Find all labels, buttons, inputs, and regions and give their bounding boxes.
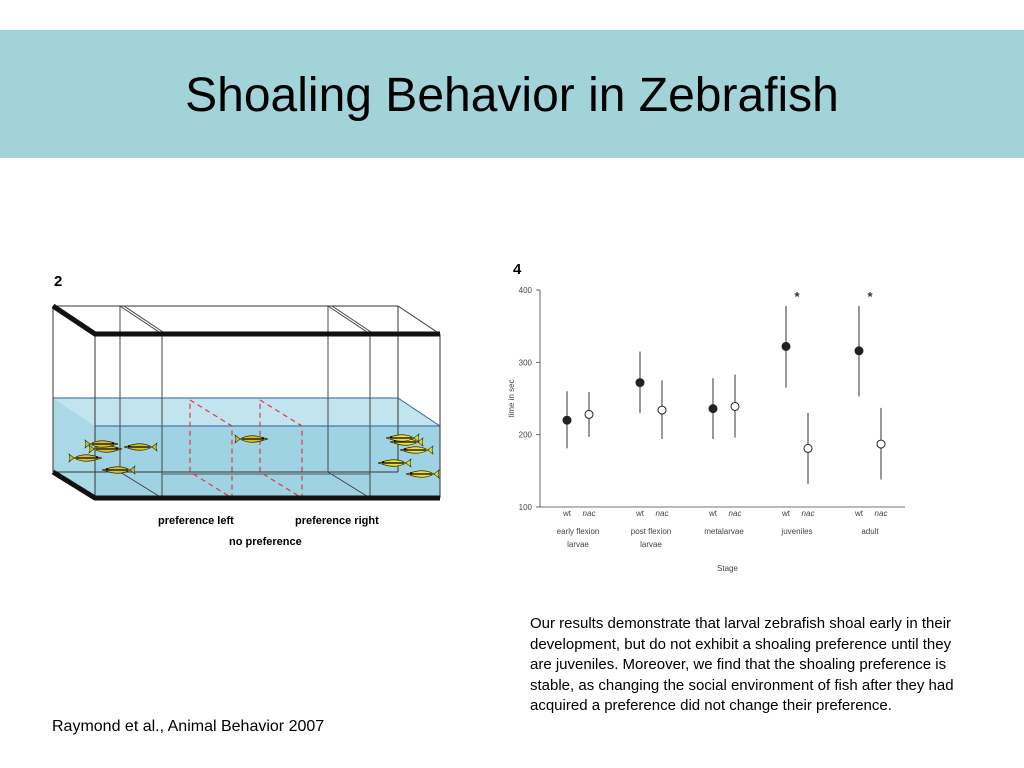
data-point-nac bbox=[803, 443, 813, 453]
stage-label: larvae bbox=[567, 540, 589, 549]
citation: Raymond et al., Animal Behavior 2007 bbox=[52, 718, 325, 735]
genotype-label: wt bbox=[781, 509, 791, 518]
panel-number-4: 4 bbox=[513, 261, 522, 278]
panel-number-2: 2 bbox=[54, 273, 63, 290]
data-point-nac bbox=[657, 405, 667, 415]
stage-label: larvae bbox=[640, 540, 662, 549]
stage-label: juveniles bbox=[780, 527, 812, 536]
top-rim bbox=[51, 303, 440, 337]
significance-marker: * bbox=[867, 289, 873, 304]
data-point-wt bbox=[854, 346, 864, 356]
genotype-label: wt bbox=[854, 509, 864, 518]
slide-title: Shoaling Behavior in Zebrafish bbox=[185, 69, 839, 122]
wildtype-fish bbox=[101, 465, 136, 475]
genotype-label: wt bbox=[708, 509, 718, 518]
nacre-fish bbox=[377, 458, 412, 468]
genotype-label: wt bbox=[635, 509, 645, 518]
fish-right-group bbox=[377, 433, 440, 479]
tank-diagram bbox=[51, 303, 441, 501]
nacre-fish bbox=[385, 433, 420, 443]
y-tick-label: 100 bbox=[519, 503, 533, 512]
fish-center bbox=[234, 434, 269, 444]
data-point-nac bbox=[584, 409, 594, 419]
genotype-label: nac bbox=[802, 509, 815, 518]
data-point-nac bbox=[730, 401, 740, 411]
data-point-nac bbox=[876, 439, 886, 449]
genotype-label: nac bbox=[656, 509, 669, 518]
genotype-label: nac bbox=[583, 509, 596, 518]
stage-label: post flexion bbox=[631, 527, 671, 536]
stage-label: metalarvae bbox=[704, 527, 744, 536]
title-banner bbox=[0, 30, 1024, 158]
stage-label: early flexion bbox=[557, 527, 600, 536]
bottom-rim bbox=[51, 469, 440, 501]
genotype-label: nac bbox=[875, 509, 888, 518]
wildtype-fish bbox=[234, 434, 269, 444]
wildtype-fish bbox=[84, 439, 119, 449]
summary-text: Our results demonstrate that larval zebr… bbox=[530, 615, 954, 714]
data-point-wt bbox=[708, 404, 718, 414]
data-point-wt bbox=[781, 341, 791, 351]
data-point-wt bbox=[562, 415, 572, 425]
y-axis-label: time in sec bbox=[507, 379, 516, 417]
water-surface bbox=[53, 398, 440, 426]
fish-left-group bbox=[68, 439, 158, 475]
x-axis-label: Stage bbox=[717, 564, 738, 573]
stage-label: adult bbox=[861, 527, 879, 536]
water-left-face bbox=[53, 398, 95, 498]
y-tick-label: 300 bbox=[519, 358, 533, 367]
genotype-label: nac bbox=[729, 509, 742, 518]
wildtype-fish bbox=[123, 442, 158, 452]
label-preference-left: preference left bbox=[158, 515, 234, 527]
y-tick-label: 400 bbox=[519, 286, 533, 295]
data-point-wt bbox=[635, 378, 645, 388]
label-preference-right: preference right bbox=[295, 515, 379, 527]
genotype-label: wt bbox=[562, 509, 572, 518]
shoaling-chart: 100 200 300 400 time in sec wt wt wt wt wt nac nac n… bbox=[507, 286, 905, 573]
y-tick-label: 200 bbox=[519, 431, 533, 440]
significance-marker: * bbox=[794, 289, 800, 304]
nacre-fish bbox=[405, 469, 440, 479]
label-no-preference: no preference bbox=[229, 536, 302, 548]
nacre-fish bbox=[399, 445, 434, 455]
wildtype-fish bbox=[68, 453, 103, 463]
